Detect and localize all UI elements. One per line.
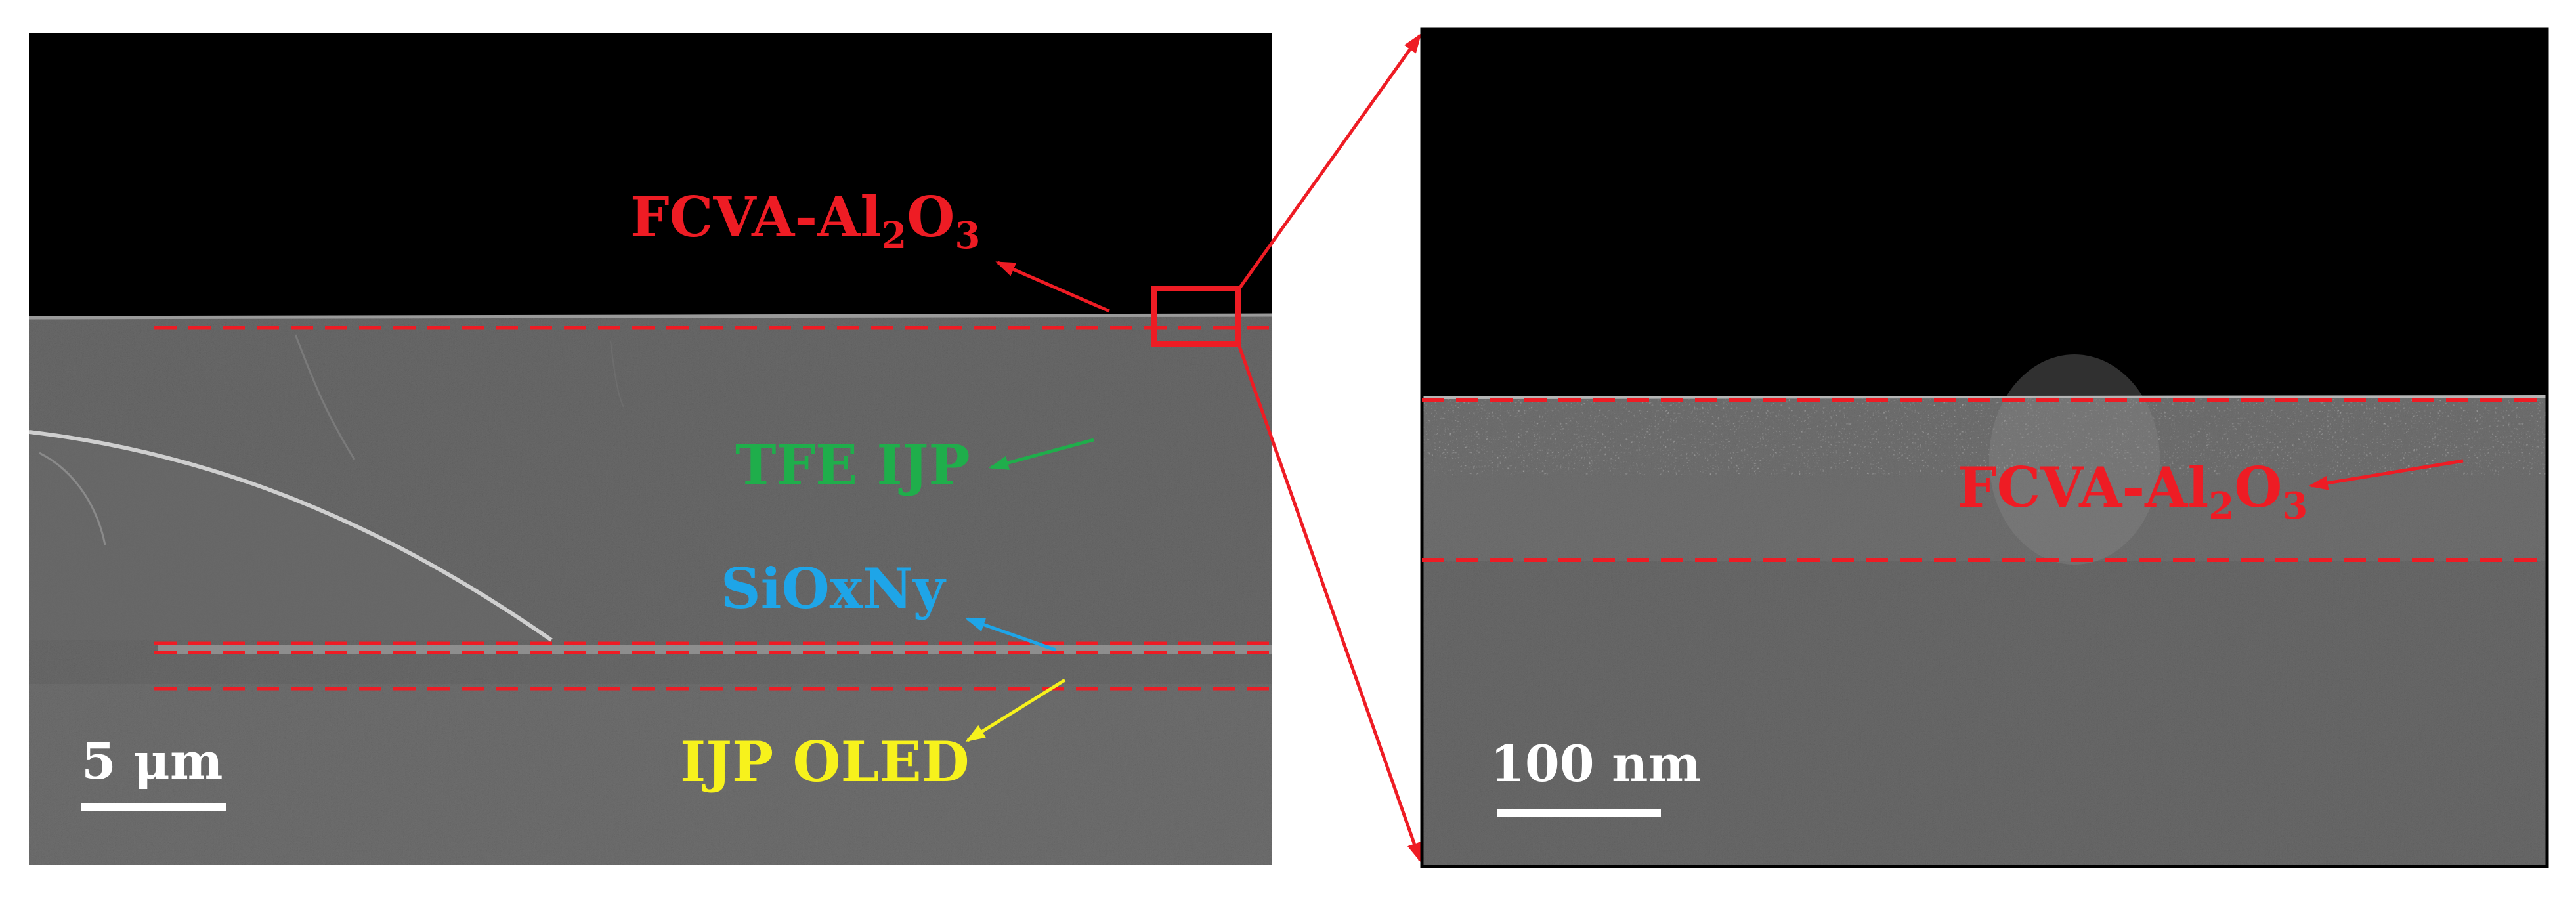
left-sem-panel [29, 33, 1272, 865]
arrow-fcva-left [995, 261, 1110, 313]
left-crack-line [610, 341, 624, 408]
label-fcva-al2o3-left: FCVA-Al2O3 [630, 184, 980, 257]
right-sem-panel [1422, 29, 2547, 866]
arrow-fcva-right [2308, 459, 2464, 490]
label-tfe-ijp: TFE IJP [735, 433, 970, 498]
scale-bar-label-left: 5 μm [81, 732, 223, 790]
left-lens-edge [29, 430, 553, 642]
left-vacuum-region [29, 33, 1272, 316]
right-dashed-boundaries [1422, 398, 2547, 562]
label-ijp-oled: IJP OLED [680, 729, 970, 794]
label-fcva-al2o3-right: FCVA-Al2O3 [1958, 455, 2308, 528]
scale-bar-right [1497, 809, 1661, 817]
scale-bar-label-right: 100 nm [1490, 735, 1701, 793]
right-grain-cluster [1989, 354, 2160, 565]
left-lens-inner-edge [39, 452, 106, 545]
left-crack-line [294, 334, 356, 460]
scale-bar-left [81, 803, 226, 811]
left-surface-line [29, 313, 1272, 320]
zoom-connector-bottom [1236, 342, 1422, 863]
label-sioxny: SiOxNy [721, 556, 947, 621]
arrow-tfe [989, 438, 1094, 470]
zoom-region-box [1151, 286, 1241, 347]
arrow-sioxny [965, 617, 1056, 652]
left-dashed-boundaries [154, 326, 1272, 691]
left-lens-structure [29, 433, 551, 640]
right-grain-texture [1422, 396, 2547, 475]
right-panel-frame [1420, 27, 2549, 868]
arrow-oled [965, 678, 1066, 742]
right-vacuum-region [1422, 29, 2547, 396]
zoom-connector-top [1236, 33, 1422, 291]
right-surface-line [1422, 395, 2547, 399]
